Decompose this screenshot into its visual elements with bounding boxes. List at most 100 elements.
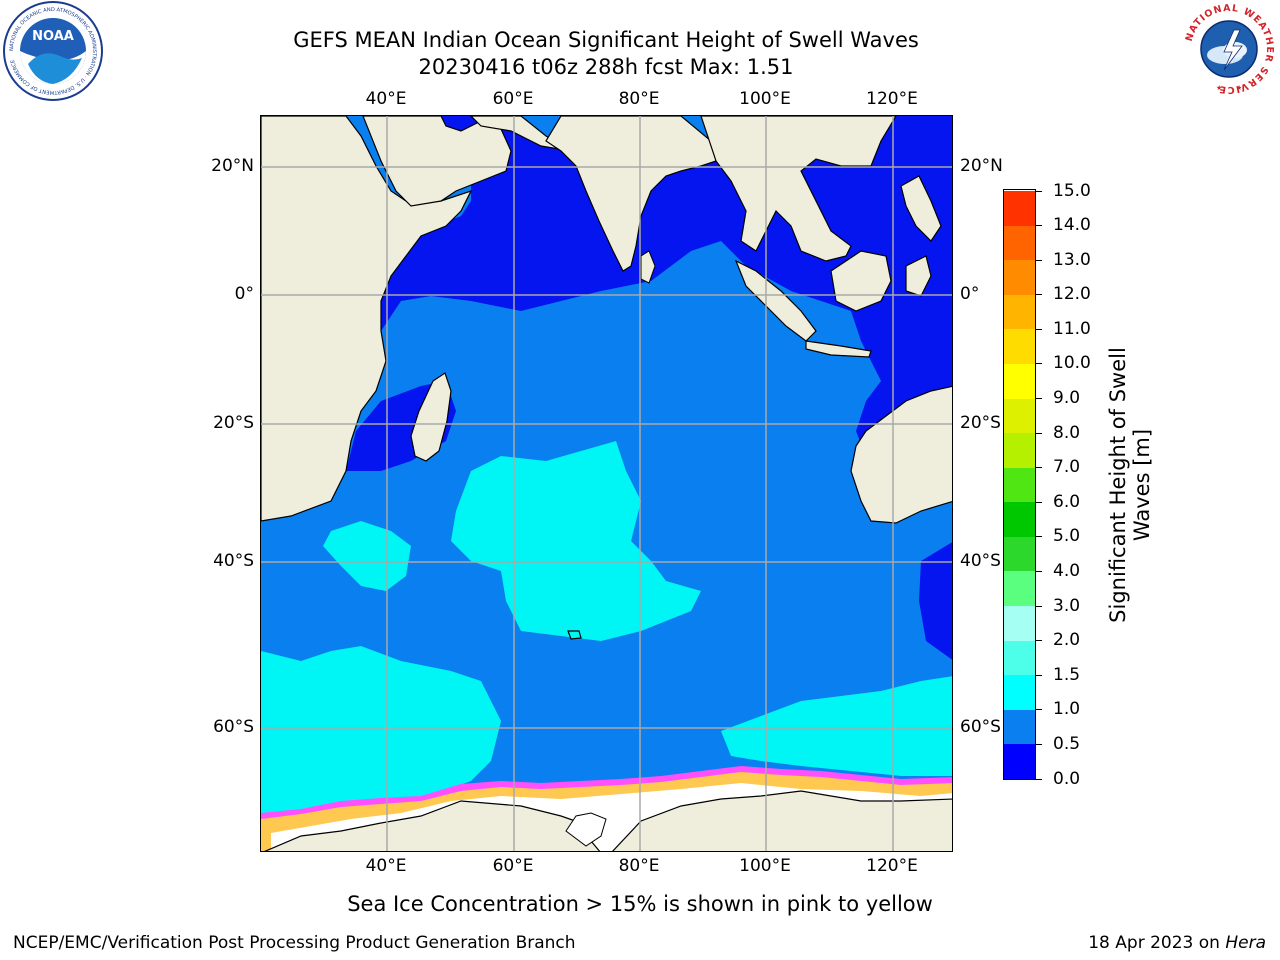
colorbar-tick-label: 1.5 <box>1053 664 1081 685</box>
colorbar-segment <box>1004 294 1035 330</box>
colorbar-tick-mark <box>1036 709 1042 711</box>
southeast-asia-land <box>700 116 897 262</box>
lon-tick-top-80e: 80°E <box>618 89 660 109</box>
chart-subtitle: 20230416 t06z 288h fcst Max: 1.51 <box>418 55 794 79</box>
colorbar-segment <box>1004 190 1035 226</box>
colorbar-segment <box>1004 501 1035 537</box>
antarctica-land <box>264 800 601 851</box>
colorbar-segment <box>1004 536 1035 572</box>
map-svg <box>261 116 952 851</box>
colorbar-tick-mark <box>1036 605 1042 607</box>
svg-text:★: ★ <box>1236 84 1242 92</box>
colorbar-segment <box>1004 674 1035 710</box>
colorbar-tick-label: 13.0 <box>1053 249 1091 270</box>
lon-tick-bottom-40e: 40°E <box>365 856 407 876</box>
lat-tick-right-20n: 20°N <box>960 156 1003 176</box>
sumatra-land <box>734 259 817 342</box>
colorbar-tick-label: 8.0 <box>1053 422 1081 443</box>
lat-tick-right-40s: 40°S <box>960 551 1001 571</box>
colorbar-tick-mark <box>1036 294 1042 296</box>
map-panel <box>260 115 953 852</box>
colorbar-tick-mark <box>1036 570 1042 572</box>
colorbar-title-line2: Waves [m] <box>1130 428 1154 542</box>
colorbar-tick-label: 1.0 <box>1053 699 1081 720</box>
colorbar-tick-mark <box>1036 467 1042 469</box>
colorbar <box>1003 189 1036 780</box>
footer-date-text: 18 Apr 2023 on <box>1088 933 1226 953</box>
lon-tick-top-60e: 60°E <box>492 89 534 109</box>
colorbar-tick-label: 6.0 <box>1053 491 1081 512</box>
colorbar-tick-mark <box>1036 501 1042 503</box>
colorbar-tick-label: 2.0 <box>1053 630 1081 651</box>
colorbar-tick-label: 4.0 <box>1053 560 1081 581</box>
borneo-land <box>830 250 892 312</box>
colorbar-segment <box>1004 259 1035 295</box>
colorbar-tick-mark <box>1036 536 1042 538</box>
australia-land <box>850 385 952 524</box>
colorbar-segment <box>1004 743 1035 779</box>
footer-date: 18 Apr 2023 on Hera <box>1088 933 1266 953</box>
colorbar-segment <box>1004 709 1035 745</box>
colorbar-tick-mark <box>1036 778 1042 780</box>
sea-ice-caption: Sea Ice Concentration > 15% is shown in … <box>347 892 933 916</box>
lat-tick-left-40s: 40°S <box>213 551 254 571</box>
colorbar-segment <box>1004 432 1035 468</box>
colorbar-tick-label: 0.0 <box>1053 768 1081 789</box>
colorbar-tick-mark <box>1036 640 1042 642</box>
colorbar-tick-label: 11.0 <box>1053 318 1091 339</box>
footer-host: Hera <box>1225 933 1266 953</box>
kerguelen-island <box>567 630 582 640</box>
lon-tick-bottom-60e: 60°E <box>492 856 534 876</box>
colorbar-segment <box>1004 328 1035 364</box>
lat-tick-right-0: 0° <box>960 284 980 304</box>
noaa-logo: NATIONAL OCEANIC AND ATMOSPHERIC ADMINIS… <box>3 1 103 101</box>
footer-branch: NCEP/EMC/Verification Post Processing Pr… <box>13 933 576 953</box>
sulawesi-land <box>905 255 932 297</box>
sri-lanka-land <box>640 250 656 284</box>
antarctica-land-east <box>612 790 952 851</box>
swell-1-15-southern-band <box>261 646 501 816</box>
colorbar-segment <box>1004 640 1035 676</box>
colorbar-segment <box>1004 398 1035 434</box>
colorbar-segment <box>1004 605 1035 641</box>
colorbar-tick-label: 5.0 <box>1053 526 1081 547</box>
lon-tick-top-40e: 40°E <box>365 89 407 109</box>
lat-tick-right-20s: 20°S <box>960 413 1001 433</box>
lon-tick-top-120e: 120°E <box>866 89 918 109</box>
colorbar-tick-label: 3.0 <box>1053 595 1081 616</box>
swell-1-15-west-region <box>323 521 411 591</box>
colorbar-tick-mark <box>1036 363 1042 365</box>
colorbar-segment <box>1004 225 1035 261</box>
ocean-0-05-southeast-patch <box>919 542 952 660</box>
lon-tick-bottom-100e: 100°E <box>739 856 791 876</box>
lat-tick-left-0: 0° <box>234 284 254 304</box>
noaa-logo-text: NOAA <box>32 29 74 44</box>
colorbar-segment <box>1004 363 1035 399</box>
svg-text:★: ★ <box>1216 84 1222 92</box>
colorbar-tick-mark <box>1036 432 1042 434</box>
colorbar-tick-mark <box>1036 674 1042 676</box>
colorbar-tick-label: 9.0 <box>1053 388 1081 409</box>
colorbar-title: Significant Height of Swell Waves [m] <box>1106 325 1154 645</box>
colorbar-tick-mark <box>1036 398 1042 400</box>
java-land <box>805 340 872 358</box>
iran-land <box>470 116 572 152</box>
lat-tick-right-60s: 60°S <box>960 717 1001 737</box>
colorbar-tick-label: 0.5 <box>1053 733 1081 754</box>
colorbar-segment <box>1004 467 1035 503</box>
colorbar-title-line1: Significant Height of Swell <box>1106 347 1130 623</box>
colorbar-tick-mark <box>1036 225 1042 227</box>
nws-logo: NATIONAL WEATHER SERVICE ★ ★ <box>1182 2 1276 96</box>
graticule <box>261 116 952 851</box>
lat-tick-left-60s: 60°S <box>213 717 254 737</box>
colorbar-tick-label: 12.0 <box>1053 284 1091 305</box>
swell-1-15-southeast-band <box>721 676 952 776</box>
lon-tick-bottom-120e: 120°E <box>866 856 918 876</box>
lat-tick-left-20s: 20°S <box>213 413 254 433</box>
colorbar-tick-label: 15.0 <box>1053 180 1091 201</box>
colorbar-tick-mark <box>1036 743 1042 745</box>
amery-ice-shelf <box>565 812 607 847</box>
colorbar-tick-label: 14.0 <box>1053 215 1091 236</box>
colorbar-tick-label: 10.0 <box>1053 353 1091 374</box>
lat-tick-left-20n: 20°N <box>211 156 254 176</box>
